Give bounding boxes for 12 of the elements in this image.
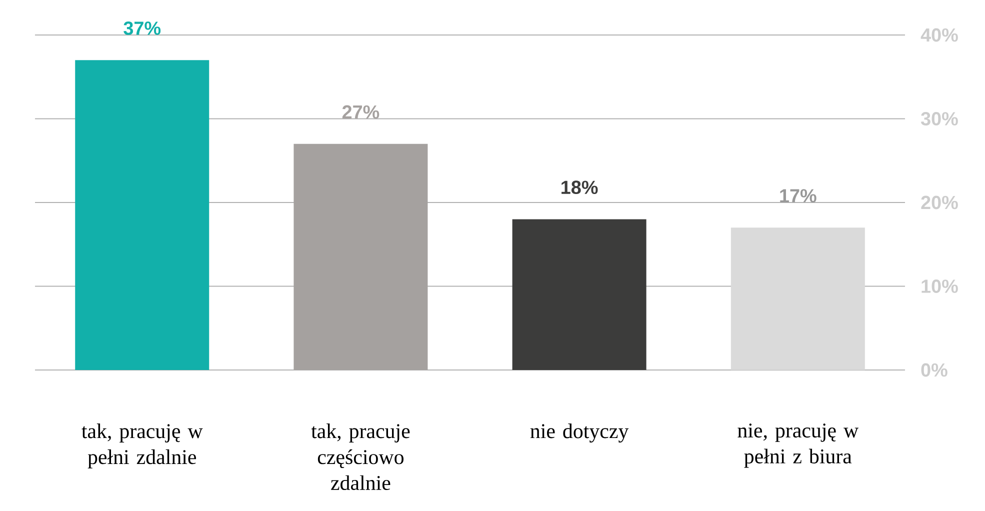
x-tick-label: nie dotyczy <box>530 424 629 443</box>
data-label: 27% <box>342 105 380 119</box>
bar <box>75 60 210 370</box>
x-tick-label: nie, pracuję w pełni z biura <box>738 424 859 468</box>
bar <box>730 228 865 370</box>
data-label: 17% <box>780 189 816 202</box>
bar <box>512 219 646 370</box>
bar <box>294 144 428 370</box>
x-tick-label: tak, pracuję w pełni zdalnie <box>82 424 203 468</box>
data-label: 37% <box>124 21 161 35</box>
x-tick-label: tak, pracuje częściowo zdalnie <box>311 424 410 490</box>
data-label: 18% <box>562 180 598 194</box>
